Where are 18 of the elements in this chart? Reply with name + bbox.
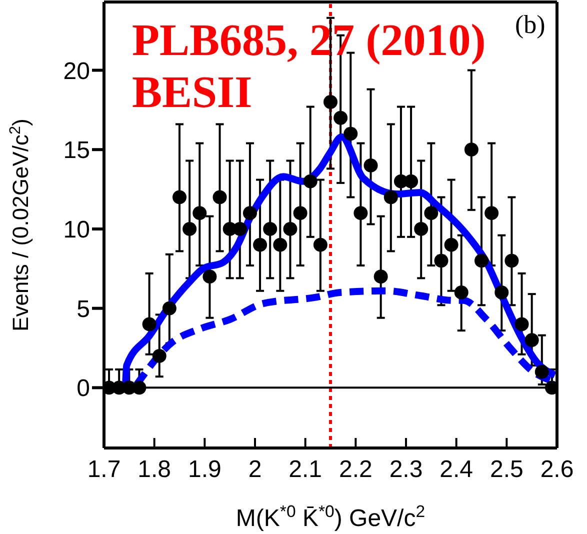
x-tick-label: 1.8 — [138, 456, 172, 484]
annotation: (b) — [515, 10, 546, 39]
x-tick-label: 2 — [248, 456, 262, 484]
x-tick-label: 1.9 — [188, 456, 222, 484]
x-tick-label: 1.7 — [87, 456, 121, 484]
y-tick-label: 20 — [63, 58, 90, 85]
y-tick-label: 10 — [63, 216, 90, 244]
x-tick-label: 2.4 — [440, 456, 474, 484]
x-tick-label: 2.3 — [389, 456, 423, 484]
y-tick-label: 5 — [76, 296, 90, 323]
annotation: BESII — [132, 67, 252, 117]
x-axis-title: M(K$^{*0}$ K̄$^{*0}$) GeV/c$^{2}$ — [236, 502, 426, 532]
x-tick-label: 2.1 — [288, 456, 322, 484]
x-tick-label: 2.2 — [338, 456, 372, 484]
x-tick-label: 2.6 — [540, 456, 574, 484]
y-tick-label: 15 — [63, 137, 90, 164]
y-tick-label: 0 — [76, 375, 90, 402]
x-tick-label: 2.5 — [490, 456, 524, 484]
